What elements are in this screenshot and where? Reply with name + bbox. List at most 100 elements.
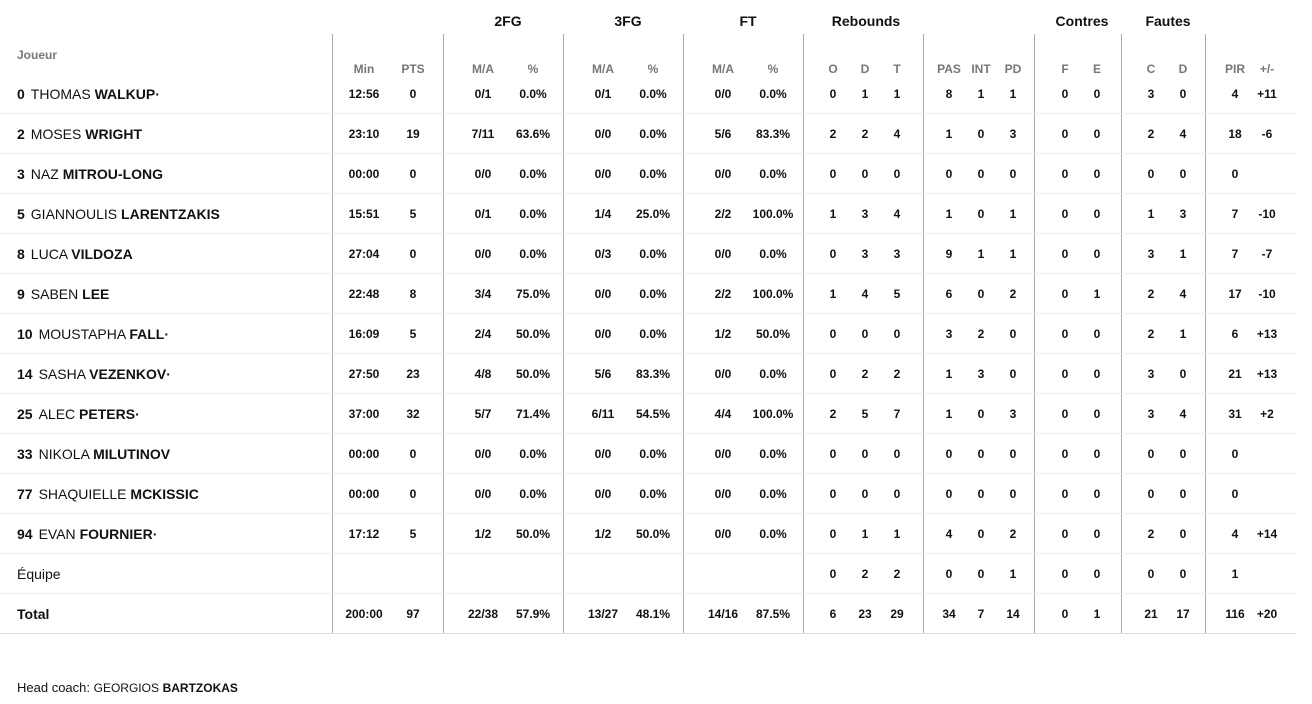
stat-cell: 57.9% [515, 607, 551, 621]
stat-cell: 0.0% [759, 447, 787, 461]
stat-cell: 0 [1179, 567, 1187, 581]
stat-cell: 0.0% [639, 287, 667, 301]
stat-cell: 37:00 [348, 407, 380, 421]
stat-cell: 8 [409, 287, 417, 301]
stat-cell: 0 [1061, 607, 1069, 621]
table-row: 25 ALEC PETERS· 37:00 32 5/7 71.4% 6/11 54.5% 4/… [0, 394, 1296, 434]
stat-cell: 0 [861, 327, 869, 341]
stat-cell: 50.0% [635, 527, 671, 541]
stat-cell: 5 [861, 407, 869, 421]
stat-cell: 0.0% [519, 447, 547, 461]
stat-cell: 0 [829, 447, 837, 461]
stat-cell: 0.0% [519, 167, 547, 181]
stat-cell: 0 [977, 487, 985, 501]
table-row: 3 NAZ MITROU-LONG 00:00 0 0/0 0.0% 0/0 0.0% 0/0 0… [0, 154, 1296, 194]
total-row: Total 200:00 97 22/38 57.9% 13/27 48.1% 14/16 87… [0, 594, 1296, 634]
stat-cell: 0 [1061, 247, 1069, 261]
stat-cell: 6 [1231, 327, 1239, 341]
player-number: 14 [17, 366, 33, 382]
starter-dot-icon: · [135, 406, 140, 422]
stat-cell: 0 [1061, 487, 1069, 501]
stat-cell: 15:51 [348, 207, 380, 221]
stat-cell: 00:00 [348, 487, 380, 501]
stat-cell: -6 [1261, 127, 1273, 141]
player-name[interactable]: 77 SHAQUIELLE MCKISSIC [17, 474, 199, 514]
stat-cell: 4 [893, 207, 901, 221]
stat-cell: 0 [945, 567, 953, 581]
stat-cell: 0 [1061, 527, 1069, 541]
stat-cell: 1 [893, 87, 901, 101]
stat-cell: 0.0% [759, 87, 787, 101]
player-name[interactable]: 33 NIKOLA MILUTINOV [17, 434, 170, 474]
stat-cell: 3 [1147, 367, 1155, 381]
stat-cell: 2 [861, 127, 869, 141]
player-name[interactable]: 3 NAZ MITROU-LONG [17, 154, 163, 194]
column-header-13: PD [1004, 62, 1022, 76]
stat-cell: 4 [1179, 287, 1187, 301]
stat-cell: 0 [1179, 447, 1187, 461]
stat-cell: 17 [1176, 607, 1190, 621]
player-name[interactable]: 5 GIANNOULIS LARENTZAKIS [17, 194, 220, 234]
player-last-name: LARENTZAKIS [121, 206, 220, 222]
stat-cell: 0/0 [474, 167, 492, 181]
player-name[interactable]: 8 LUCA VILDOZA [17, 234, 133, 274]
player-name[interactable]: 14 SASHA VEZENKOV· [17, 354, 171, 394]
column-header-9: D [860, 62, 870, 76]
stat-cell [1243, 474, 1291, 514]
stat-cell: 21 [1144, 607, 1158, 621]
head-coach-last: BARTZOKAS [162, 681, 238, 695]
stat-cell: 2 [1147, 127, 1155, 141]
stat-cell: 0 [1093, 367, 1101, 381]
column-divider [443, 34, 444, 634]
stat-cell: 6 [945, 287, 953, 301]
stat-cell [509, 554, 557, 594]
stat-cell: 75.0% [515, 287, 551, 301]
stat-cell: 0 [1179, 87, 1187, 101]
stat-cell [629, 554, 677, 594]
stat-cell: 0 [1179, 167, 1187, 181]
stat-cell: 0.0% [639, 87, 667, 101]
player-name[interactable]: 10 MOUSTAPHA FALL· [17, 314, 169, 354]
stat-cell: 0.0% [639, 487, 667, 501]
player-last-name: WALKUP [94, 86, 156, 102]
stat-cell: 1 [1093, 287, 1101, 301]
column-divider [332, 34, 333, 634]
player-number: 94 [17, 526, 33, 542]
joueur-header: Joueur [17, 48, 58, 62]
stat-cell: 100.0% [752, 407, 794, 421]
stat-cell: 0 [861, 447, 869, 461]
stat-cell: 1/2 [474, 527, 492, 541]
player-number: 0 [17, 86, 25, 102]
stat-cell: 2 [1147, 327, 1155, 341]
stat-cell: 87.5% [755, 607, 791, 621]
column-divider [923, 34, 924, 634]
player-name[interactable]: 2 MOSES WRIGHT [17, 114, 142, 154]
player-name[interactable]: 0 THOMAS WALKUP· [17, 74, 160, 114]
player-last-name: FALL [129, 326, 165, 342]
stat-cell: 0 [1093, 447, 1101, 461]
stat-cell: 0.0% [639, 327, 667, 341]
table-row: 2 MOSES WRIGHT 23:10 19 7/11 63.6% 0/0 0.0% 5/6 8… [0, 114, 1296, 154]
stat-cell: 7 [1231, 207, 1239, 221]
player-last-name: VEZENKOV [89, 366, 167, 382]
stat-cell: -7 [1261, 247, 1273, 261]
stat-cell: 1 [1147, 207, 1155, 221]
head-coach-prefix: Head coach: [17, 680, 90, 695]
stat-cell: 0 [893, 447, 901, 461]
stat-cell: 22/38 [467, 607, 499, 621]
stat-cell: 0/0 [594, 487, 612, 501]
player-name[interactable]: 94 EVAN FOURNIER· [17, 514, 157, 554]
team-label: Équipe [17, 566, 61, 582]
stat-cell [1243, 154, 1291, 194]
stat-cell: 2 [1009, 527, 1017, 541]
stat-cell: +11 [1257, 87, 1277, 101]
stat-cell: 50.0% [515, 527, 551, 541]
stat-cell: 0/0 [714, 167, 732, 181]
stat-cell: 5 [409, 207, 417, 221]
stat-cell: 2/4 [474, 327, 492, 341]
player-name[interactable]: 9 SABEN LEE [17, 274, 109, 314]
stat-cell: 0 [893, 327, 901, 341]
stat-cell: 0.0% [639, 127, 667, 141]
player-name[interactable]: 25 ALEC PETERS· [17, 394, 140, 434]
stat-cell: 0/0 [594, 287, 612, 301]
